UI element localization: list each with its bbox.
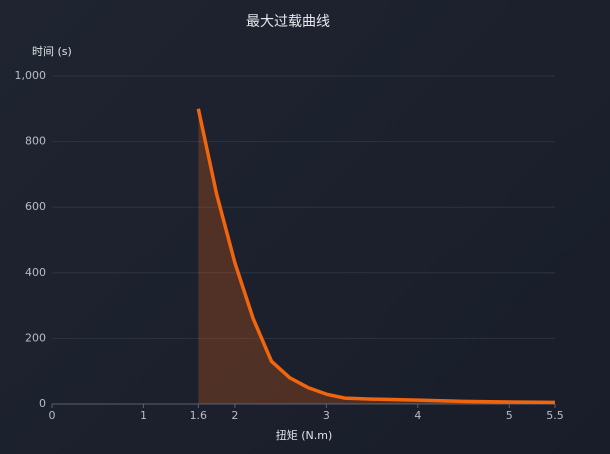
- x-tick-label: 1: [140, 409, 147, 422]
- x-tick-label: 4: [414, 409, 421, 422]
- area: [198, 108, 555, 405]
- x-tick-label: 5.5: [546, 409, 564, 422]
- x-tick-label: 1.6: [190, 409, 208, 422]
- x-tick-label: 0: [49, 409, 56, 422]
- x-tick-label: 2: [231, 409, 238, 422]
- x-tick-label: 3: [323, 409, 330, 422]
- y-tick-label: 200: [25, 331, 46, 344]
- x-axis-label: 扭矩 (N.m): [276, 428, 333, 442]
- y-tick-label: 800: [25, 135, 46, 148]
- y-tick-label: 400: [25, 266, 46, 279]
- y-axis-label: 时间 (s): [32, 45, 72, 58]
- y-tick-label: 0: [39, 397, 46, 410]
- line: [196, 108, 556, 405]
- x-tick-label: 5: [506, 409, 513, 422]
- y-tick-label: 1,000: [15, 69, 47, 82]
- y-tick-label: 600: [25, 200, 46, 213]
- chart-title: 最大过载曲线: [246, 14, 330, 30]
